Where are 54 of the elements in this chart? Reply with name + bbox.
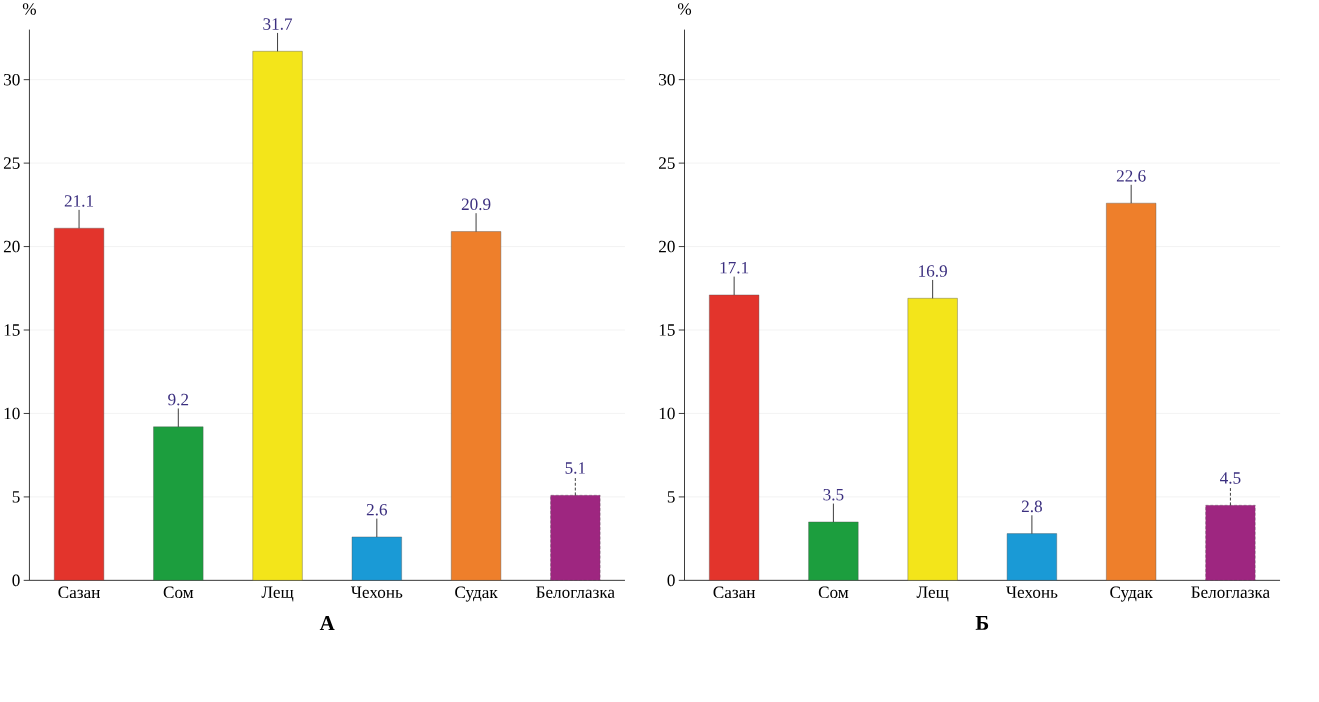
y-tick-label: 25 xyxy=(3,157,20,169)
bar xyxy=(153,426,204,581)
data-label: 9.2 xyxy=(168,393,189,406)
data-label: 4.5 xyxy=(1220,472,1241,484)
bar xyxy=(550,494,601,581)
y-tick-label: 5 xyxy=(667,491,675,503)
y-tick-label: 0 xyxy=(12,574,20,587)
y-tick-label: 10 xyxy=(659,407,675,420)
bar xyxy=(1106,202,1157,581)
x-tick-label: Судак xyxy=(1110,586,1153,602)
x-tick-label: Лещ xyxy=(916,586,949,602)
y-tick-label: 15 xyxy=(4,324,20,336)
x-tick-label: Чехонь xyxy=(1006,586,1058,598)
data-label: 17.1 xyxy=(720,261,749,274)
x-tick-label: Лещ xyxy=(261,586,294,602)
bar xyxy=(451,231,502,581)
y-tick-label: 5 xyxy=(12,491,20,503)
x-tick-label: Белоглазка xyxy=(536,586,615,598)
y-tick-label: 25 xyxy=(659,157,675,169)
y-tick-label: 30 xyxy=(4,73,20,86)
x-tick-label: Судак xyxy=(455,586,498,602)
bar xyxy=(907,298,958,581)
bar xyxy=(351,536,402,581)
y-tick-label: 20 xyxy=(659,240,675,253)
y-tick-label: 0 xyxy=(667,574,675,587)
x-tick-label: Сазан xyxy=(58,586,100,599)
y-tick-label: 15 xyxy=(659,324,675,336)
data-label: 2.8 xyxy=(1021,500,1042,513)
data-label: 21.1 xyxy=(64,195,94,207)
data-label: 22.6 xyxy=(1116,170,1146,182)
bar xyxy=(808,521,859,581)
data-label: 5.1 xyxy=(565,462,586,474)
data-label: 20.9 xyxy=(461,198,491,211)
data-label: 3.5 xyxy=(823,488,844,501)
x-tick-label: Белоглазка xyxy=(1191,586,1270,598)
data-label: 2.6 xyxy=(366,503,388,516)
bar xyxy=(54,227,105,581)
bar xyxy=(1205,504,1256,581)
x-tick-label: Сом xyxy=(163,586,194,599)
y-tick-label: 30 xyxy=(659,73,675,86)
data-label: 31.7 xyxy=(263,18,293,30)
y-axis-title: % xyxy=(22,3,36,15)
data-label: 16.9 xyxy=(919,265,947,277)
y-tick-label: 10 xyxy=(4,407,20,420)
bar xyxy=(709,294,760,581)
text: А xyxy=(319,616,335,630)
x-tick-label: Сазан xyxy=(713,586,756,599)
bar xyxy=(1006,533,1057,581)
y-tick-label: 20 xyxy=(3,240,20,253)
x-tick-label: Сом xyxy=(818,586,849,599)
text: Б xyxy=(975,616,989,630)
y-axis-title: % xyxy=(677,3,692,15)
x-tick-label: Чехонь xyxy=(350,586,403,598)
bar xyxy=(252,51,303,581)
